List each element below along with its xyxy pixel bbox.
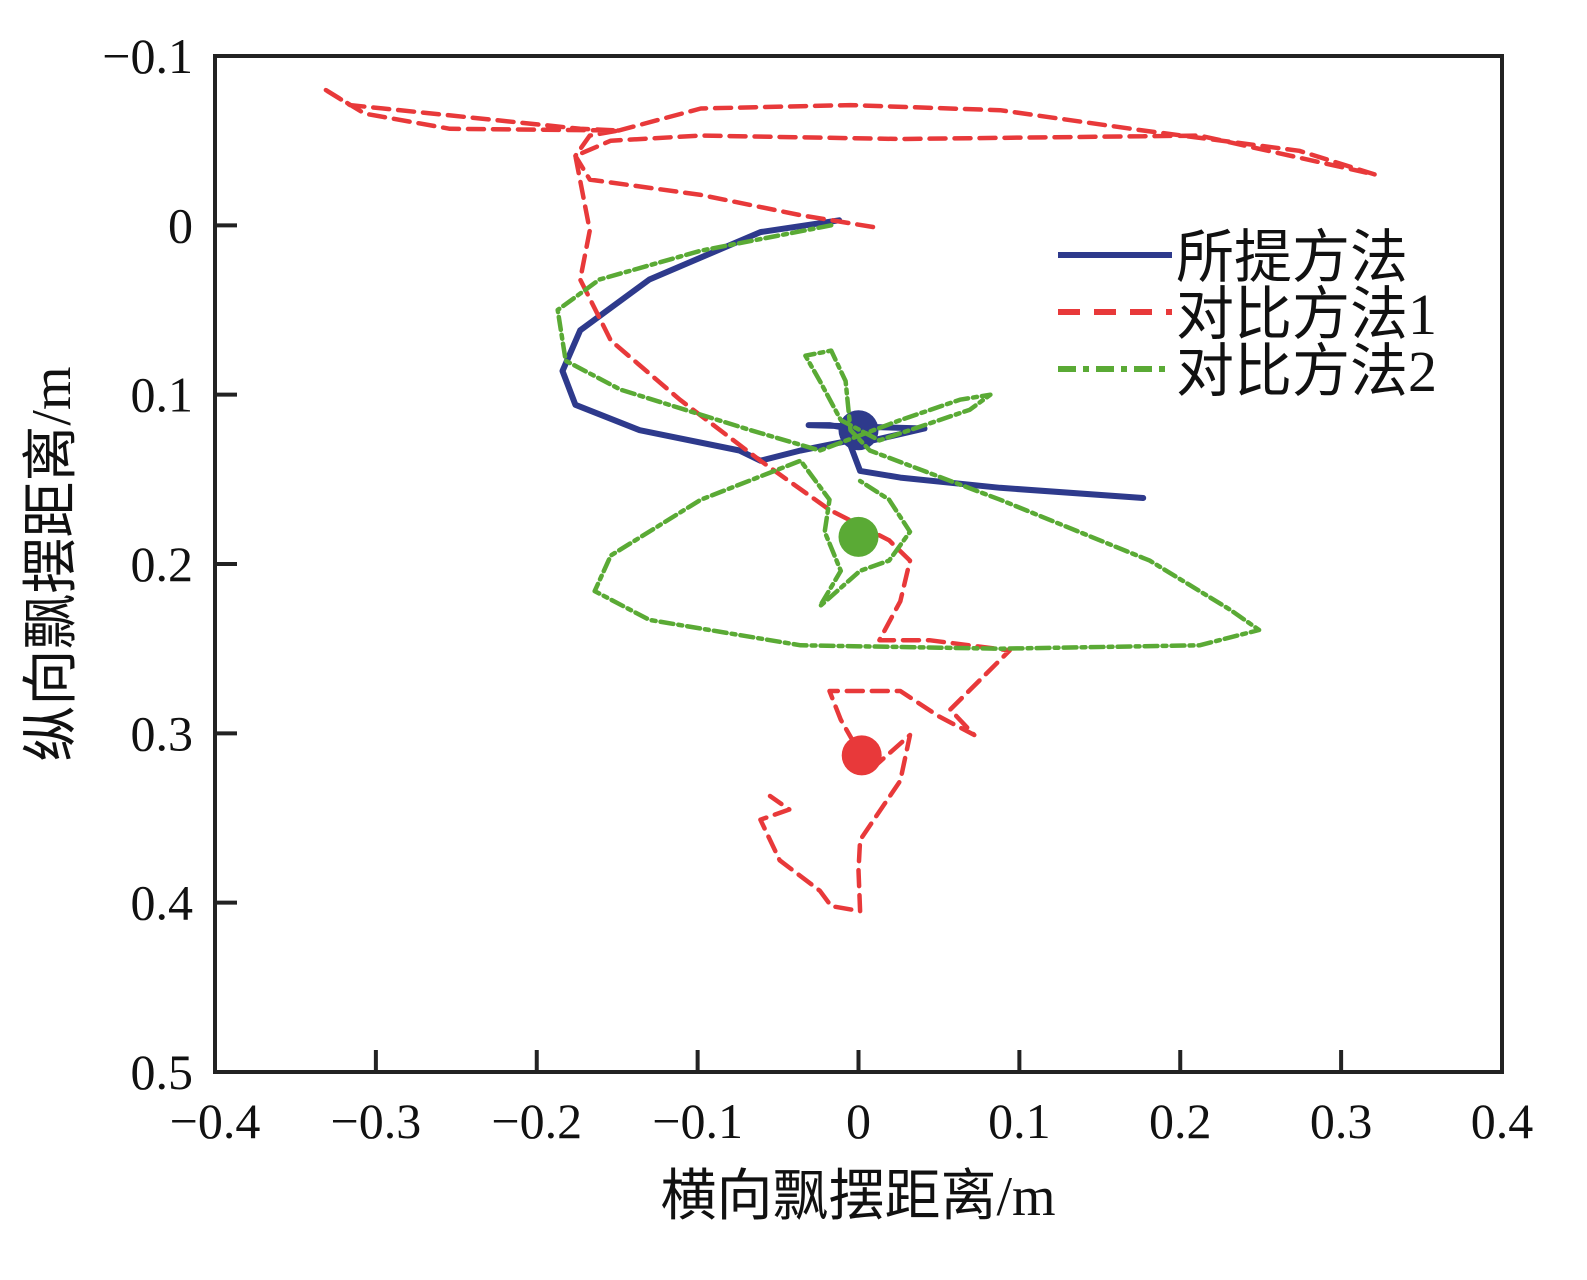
y-axis-label: 纵向飘摆距离/m (21, 366, 83, 761)
x-axis-label: 横向飘摆距离/m (660, 1166, 1055, 1228)
series-end-marker-2 (841, 735, 882, 776)
x-tick-label: −0.4 (170, 1093, 261, 1149)
x-tick-label: −0.1 (652, 1093, 743, 1149)
x-axis-ticks: −0.4 −0.3 −0.2 −0.1 0 0.1 0.2 0.3 0.4 (170, 1050, 1534, 1149)
y-tick-label: 0.3 (131, 705, 194, 761)
series-layer (320, 85, 1378, 914)
y-tick-label: 0.4 (131, 875, 194, 931)
series-line-3 (555, 223, 1262, 651)
series-end-marker-3 (838, 516, 879, 557)
legend-label: 对比方法1 (1176, 282, 1437, 347)
y-tick-label: −0.1 (102, 28, 193, 84)
x-tick-label: −0.3 (331, 1093, 422, 1149)
legend-label: 所提方法 (1176, 225, 1408, 290)
y-tick-label: 0.5 (131, 1044, 194, 1100)
x-tick-label: 0.3 (1310, 1093, 1373, 1149)
y-axis-ticks: −0.1 0 0.1 0.2 0.3 0.4 0.5 (102, 28, 237, 1100)
y-tick-label: 0.2 (131, 536, 194, 592)
legend-label: 对比方法2 (1176, 339, 1437, 404)
series-line-1 (559, 217, 1147, 501)
x-tick-label: 0 (846, 1093, 871, 1149)
y-tick-label: 0 (168, 197, 193, 253)
y-tick-label: 0.1 (131, 367, 194, 423)
x-tick-label: −0.2 (491, 1093, 582, 1149)
series-line-2 (320, 85, 1378, 914)
plot-frame (213, 54, 1504, 1074)
x-tick-label: 0.2 (1149, 1093, 1212, 1149)
x-tick-label: 0.1 (988, 1093, 1051, 1149)
x-tick-label: 0.4 (1471, 1093, 1534, 1149)
